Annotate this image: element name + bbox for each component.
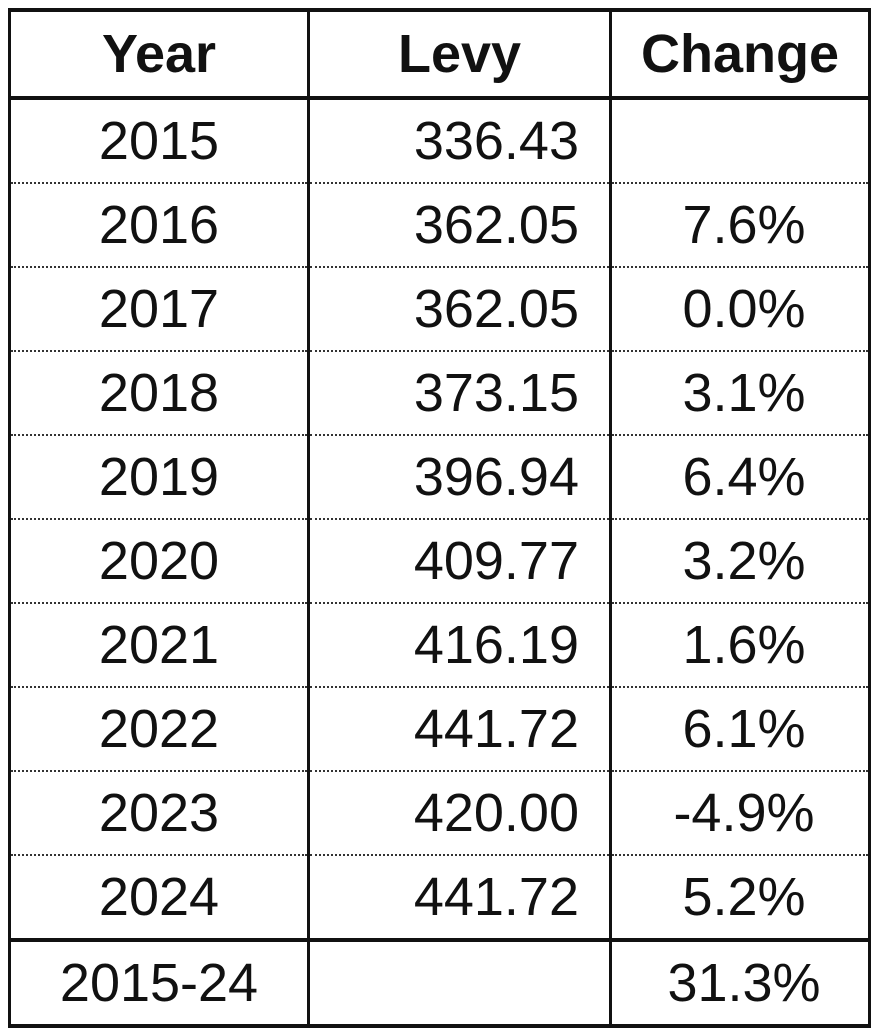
levy-table-container: Year Levy Change 2015 336.43 2016 362.05… (8, 8, 871, 1028)
total-change-cell: 31.3% (609, 938, 871, 1028)
header-levy: Levy (307, 8, 612, 100)
table-header: Year Levy Change (8, 8, 871, 100)
header-row: Year Levy Change (8, 8, 871, 100)
levy-cell: 416.19 (307, 603, 612, 688)
change-cell: 0.0% (609, 267, 871, 352)
year-cell: 2022 (8, 687, 310, 772)
table-row: 2017 362.05 0.0% (8, 267, 871, 352)
table-row: 2024 441.72 5.2% (8, 855, 871, 940)
levy-cell: 441.72 (307, 687, 612, 772)
change-cell: 1.6% (609, 603, 871, 688)
table-row: 2021 416.19 1.6% (8, 603, 871, 688)
year-cell: 2023 (8, 771, 310, 856)
table-row: 2018 373.15 3.1% (8, 351, 871, 436)
table-row: 2015 336.43 (8, 98, 871, 184)
total-levy-cell (307, 938, 612, 1028)
year-cell: 2015 (8, 98, 310, 184)
change-cell: 6.4% (609, 435, 871, 520)
table-row: 2019 396.94 6.4% (8, 435, 871, 520)
change-cell: 3.2% (609, 519, 871, 604)
year-cell: 2019 (8, 435, 310, 520)
header-change: Change (609, 8, 871, 100)
header-year: Year (8, 8, 310, 100)
table-row: 2020 409.77 3.2% (8, 519, 871, 604)
change-cell: -4.9% (609, 771, 871, 856)
year-cell: 2017 (8, 267, 310, 352)
levy-cell: 441.72 (307, 855, 612, 940)
levy-cell: 396.94 (307, 435, 612, 520)
levy-cell: 362.05 (307, 183, 612, 268)
change-cell: 7.6% (609, 183, 871, 268)
table-body: 2015 336.43 2016 362.05 7.6% 2017 362.05… (8, 98, 871, 940)
table-row: 2023 420.00 -4.9% (8, 771, 871, 856)
table-row: 2016 362.05 7.6% (8, 183, 871, 268)
levy-cell: 420.00 (307, 771, 612, 856)
total-year-cell: 2015-24 (8, 938, 310, 1028)
year-cell: 2020 (8, 519, 310, 604)
table-footer: 2015-24 31.3% (8, 938, 871, 1028)
levy-cell: 336.43 (307, 98, 612, 184)
year-cell: 2018 (8, 351, 310, 436)
levy-cell: 373.15 (307, 351, 612, 436)
table-row: 2022 441.72 6.1% (8, 687, 871, 772)
levy-table: Year Levy Change 2015 336.43 2016 362.05… (8, 8, 871, 1028)
change-cell (609, 98, 871, 184)
levy-cell: 409.77 (307, 519, 612, 604)
year-cell: 2021 (8, 603, 310, 688)
levy-cell: 362.05 (307, 267, 612, 352)
year-cell: 2024 (8, 855, 310, 940)
change-cell: 5.2% (609, 855, 871, 940)
total-row: 2015-24 31.3% (8, 938, 871, 1028)
change-cell: 3.1% (609, 351, 871, 436)
change-cell: 6.1% (609, 687, 871, 772)
year-cell: 2016 (8, 183, 310, 268)
